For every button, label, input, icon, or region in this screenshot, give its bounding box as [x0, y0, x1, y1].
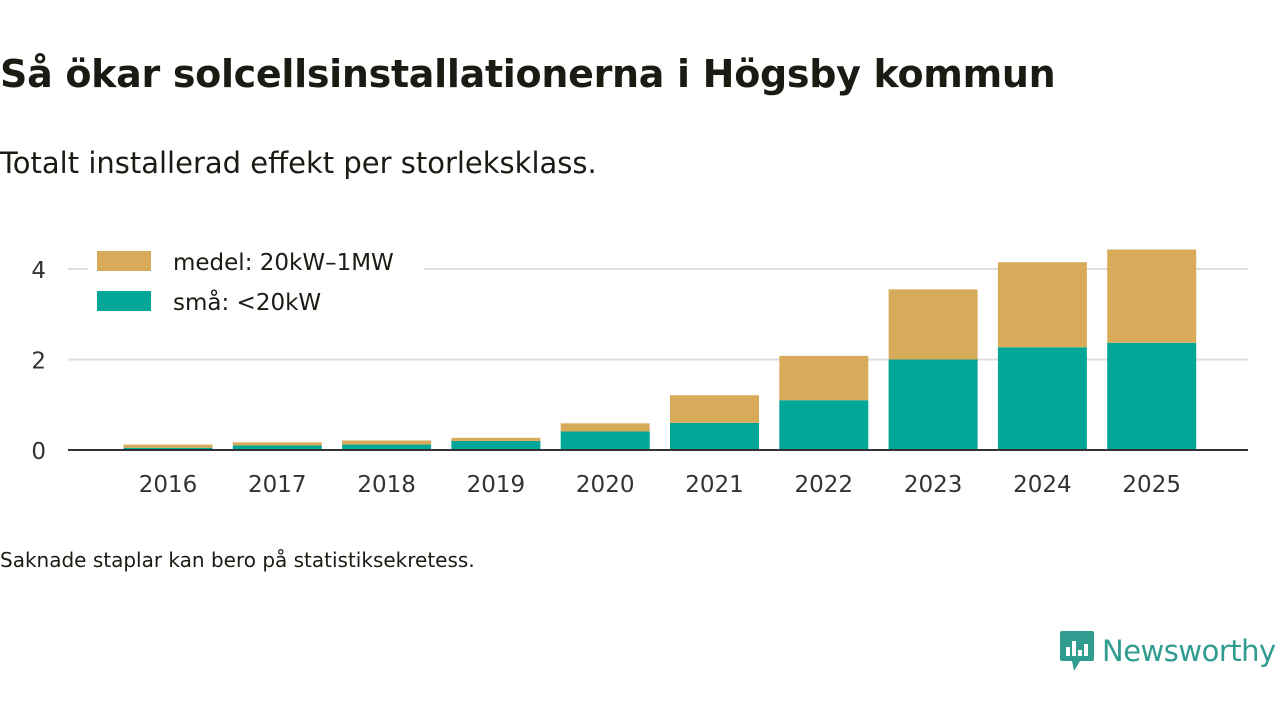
- bar-segment: [670, 395, 759, 423]
- bar-segment: [1107, 342, 1197, 450]
- legend-swatch: [97, 291, 151, 311]
- x-tick-label: 2024: [1013, 472, 1072, 498]
- bar-segment: [232, 442, 322, 446]
- stacked-bar-chart: 0 2 4 2016 2017 2018 2019 2020 2021 2022 2023 2024 2…: [31, 244, 1248, 498]
- bar-segment: [451, 440, 541, 450]
- bar-segment: [888, 359, 978, 450]
- bar-segment: [451, 437, 541, 441]
- legend-label: medel: 20kW–1MW: [173, 250, 394, 276]
- bar-segment: [123, 444, 213, 448]
- axes: 0 2 4 2016 2017 2018 2019 2020 2021 2022 2023 2024 2…: [31, 258, 1248, 498]
- brand-logo[interactable]: Newsworthy: [1058, 629, 1276, 673]
- bar-segment: [560, 423, 650, 432]
- bar-segment: [123, 447, 213, 450]
- x-tick-label: 2023: [904, 472, 963, 498]
- y-tick-label: 2: [31, 349, 46, 375]
- bars: [123, 249, 1197, 450]
- bar-segment: [342, 444, 432, 450]
- newsworthy-logo-icon: [1060, 631, 1094, 671]
- legend-label: små: <20kW: [173, 288, 321, 316]
- y-tick-label: 0: [31, 439, 46, 465]
- x-tick-label: 2017: [248, 472, 307, 498]
- bar-segment: [779, 400, 869, 450]
- bar-segment: [779, 355, 869, 401]
- x-tick-label: 2018: [357, 472, 416, 498]
- bar-segment: [560, 431, 650, 450]
- chart-subtitle: Totalt installerad effekt per storlekskl…: [0, 146, 597, 180]
- brand-name: Newsworthy: [1102, 634, 1276, 668]
- bar-segment: [997, 262, 1087, 348]
- bar-segment: [888, 289, 978, 360]
- footnote: Saknade staplar kan bero på statistiksek…: [0, 548, 475, 572]
- bar-segment: [997, 347, 1087, 450]
- legend-swatch: [97, 251, 151, 271]
- legend: medel: 20kW–1MW små: <20kW: [88, 244, 424, 326]
- x-tick-label: 2021: [685, 472, 744, 498]
- bar-segment: [232, 445, 322, 450]
- bar-segment: [342, 440, 432, 445]
- x-tick-label: 2020: [576, 472, 635, 498]
- bar-segment: [1107, 249, 1197, 343]
- x-tick-label: 2025: [1122, 472, 1181, 498]
- y-tick-label: 4: [31, 258, 46, 284]
- chart-title: Så ökar solcellsinstallationerna i Högsb…: [0, 52, 1056, 96]
- x-tick-label: 2016: [139, 472, 198, 498]
- bar-segment: [670, 422, 759, 450]
- x-tick-label: 2022: [795, 472, 854, 498]
- x-tick-label: 2019: [467, 472, 526, 498]
